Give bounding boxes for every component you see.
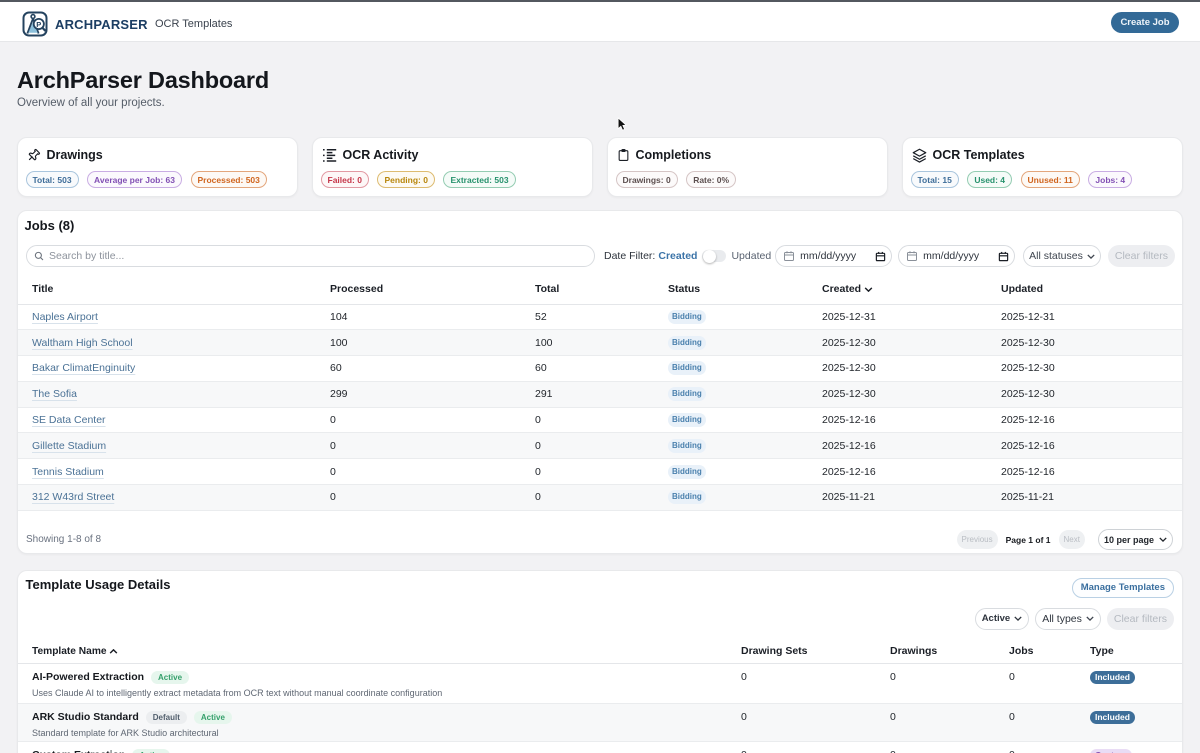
svg-text:P: P [36,20,41,29]
